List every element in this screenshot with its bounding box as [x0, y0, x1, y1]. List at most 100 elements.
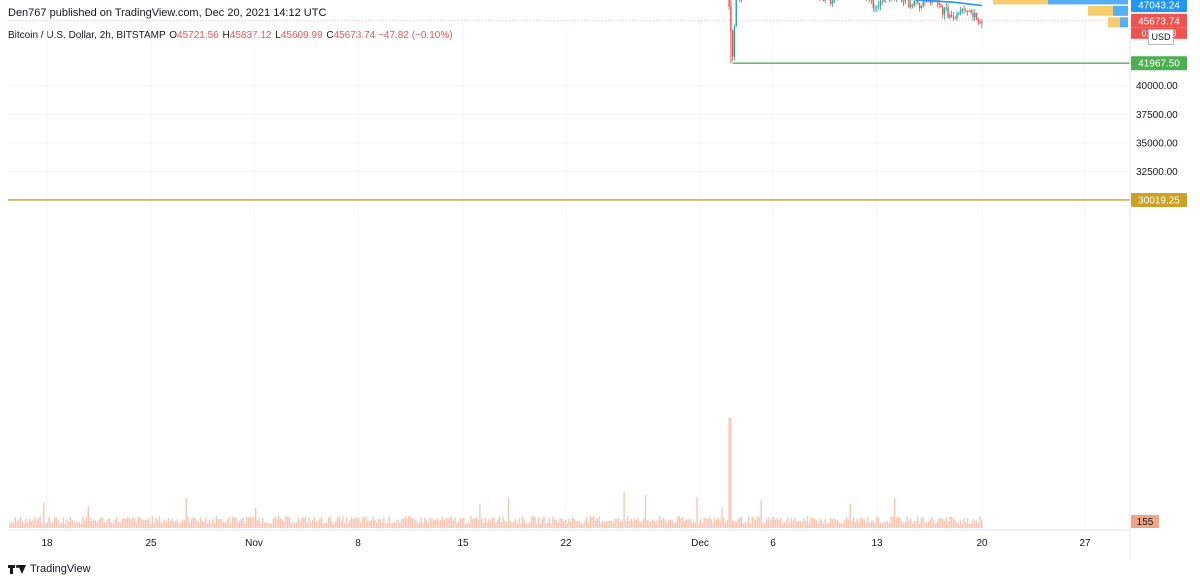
volume-bar [934, 523, 937, 528]
volume-bar [559, 518, 561, 528]
volume-bar [511, 522, 513, 528]
volume-bar [37, 518, 40, 528]
volume-bar [860, 517, 862, 528]
y-tick-label: 32500.00 [1136, 167, 1178, 178]
volume-bar [311, 519, 314, 528]
volume-bar [126, 517, 129, 528]
volume-bar [295, 522, 298, 528]
change-value: −47.82 (−0.10%) [378, 30, 453, 41]
volume-bar [153, 523, 155, 528]
volume-bar [144, 520, 146, 528]
volume-bar [721, 507, 723, 528]
currency-badge[interactable]: USD [1148, 29, 1174, 45]
volume-bar [776, 517, 778, 528]
price-tag-label: 47043.24 [1138, 1, 1180, 12]
volume-bar [603, 521, 606, 528]
volume-bar [580, 523, 583, 528]
volume-bar [516, 523, 518, 528]
volume-bar [470, 516, 472, 528]
volume-bar [456, 523, 458, 528]
volume-bar [206, 523, 209, 528]
volume-bar [915, 521, 917, 528]
volume-bar [413, 518, 415, 528]
volume-bar [379, 519, 381, 528]
volume-bar [85, 517, 88, 528]
candle-body [968, 10, 971, 12]
footer-brand: TradingView [30, 563, 91, 575]
volume-bar [267, 523, 269, 528]
volume-bar [769, 520, 771, 528]
volume-bar [715, 519, 718, 528]
vp-bar-up [1108, 17, 1120, 28]
volume-bar [463, 517, 465, 528]
volume-bar [468, 523, 470, 528]
volume-bar [317, 520, 319, 528]
volume-bar [383, 517, 385, 528]
volume-bar [824, 519, 826, 528]
volume-bar [340, 520, 342, 528]
volume-bar [867, 517, 869, 528]
volume-bar [596, 518, 599, 528]
candle-body [731, 30, 734, 57]
x-tick-label: 6 [770, 538, 776, 549]
volume-bar [822, 523, 825, 528]
volume-bar [594, 520, 597, 528]
candle-body [829, 0, 832, 4]
volume-bar [415, 520, 417, 528]
volume-bar [810, 516, 812, 528]
volume-bar [837, 520, 839, 528]
candle-body [958, 12, 960, 14]
axes: 70000.0065000.0062500.0060000.0057500.00… [8, 18, 1178, 560]
volume-bar [804, 521, 807, 528]
candle-body [876, 6, 878, 8]
volume-bar [897, 516, 899, 528]
volume-bar [881, 522, 883, 528]
volume-bar [523, 519, 526, 528]
volume-bar [945, 517, 947, 528]
volume-bar [537, 517, 540, 528]
volume-bar [34, 516, 36, 528]
volume-bar [806, 516, 809, 528]
volume-bar [21, 522, 24, 528]
candle-body [972, 13, 974, 18]
volume-bar [404, 516, 406, 528]
volume-bar [760, 500, 762, 528]
volume-bar [91, 520, 93, 528]
volume-bar [979, 516, 981, 528]
volume-bar [347, 522, 349, 528]
volume-bar [399, 522, 401, 528]
volume-bar [699, 519, 702, 528]
volume-bar [530, 516, 533, 528]
price-tag-label: 45673.74 [1138, 16, 1180, 27]
volume-bar [297, 517, 300, 528]
footer: TradingView [8, 563, 91, 575]
candle-body [950, 15, 953, 17]
volume-bar [790, 517, 793, 528]
volume-bar [904, 522, 907, 528]
volume-bar [473, 518, 476, 528]
volume-bar [518, 518, 520, 528]
volume-bar [55, 517, 57, 528]
volume-bar [892, 516, 894, 528]
volume-bar [742, 523, 745, 528]
volume-bar [949, 516, 951, 528]
volume-bar [731, 520, 734, 528]
volume-bar [128, 517, 130, 528]
volume-bar [879, 523, 882, 528]
volume-bar [764, 523, 766, 528]
volume-bar [623, 491, 625, 528]
volume-bar [114, 519, 116, 528]
volume-bar [835, 520, 837, 528]
volume-bar [196, 521, 198, 528]
volume-bar [607, 520, 609, 528]
volume-bar [411, 518, 413, 528]
candle-body [981, 21, 983, 24]
candle-body [872, 0, 874, 8]
price-tag-label: 41967.50 [1138, 59, 1180, 70]
volume-bar [751, 516, 753, 528]
volume-bar [329, 516, 332, 528]
volume-bar [532, 516, 535, 528]
volume-bar [333, 523, 335, 528]
volume-bar [303, 517, 305, 528]
